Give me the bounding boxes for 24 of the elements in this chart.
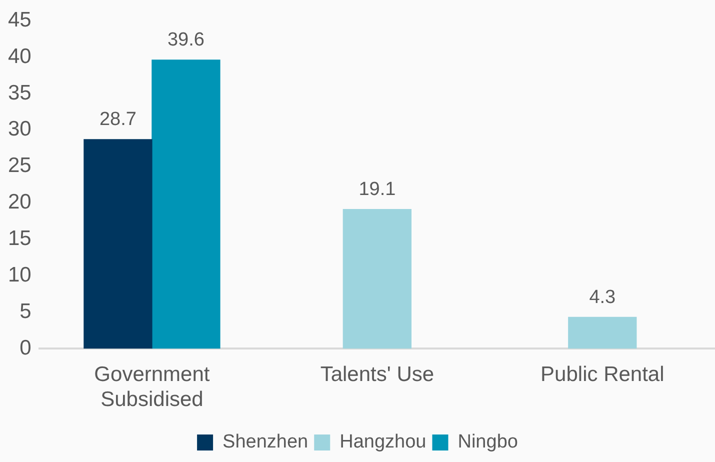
legend-label: Hangzhou [340,432,426,453]
y-tick-label: 40 [8,44,32,68]
y-tick-label: 20 [8,190,32,214]
bar [568,316,637,349]
data-label: 4.3 [589,286,616,308]
bar [84,139,152,349]
x-tick-label: Government Subsidised [94,362,210,412]
x-tick-label: Public Rental [540,362,664,386]
y-tick-label: 30 [8,118,32,141]
legend-label: Ningbo [458,432,518,453]
y-tick-label: 35 [8,81,32,104]
data-label: 19.1 [358,179,396,200]
legend-label: Shenzhen [222,432,308,453]
y-tick-label: 10 [8,264,32,287]
data-label: 28.7 [99,109,136,130]
y-tick-label: 0 [20,336,32,360]
y-tick-label: 15 [8,227,32,250]
bar [152,60,220,349]
y-tick-label: 5 [20,300,32,323]
x-tick-label: Talents' Use [320,362,434,386]
data-label: 39.6 [167,30,204,51]
bar [342,209,412,349]
y-tick-label: 45 [8,8,32,32]
y-tick-label: 25 [8,154,32,178]
